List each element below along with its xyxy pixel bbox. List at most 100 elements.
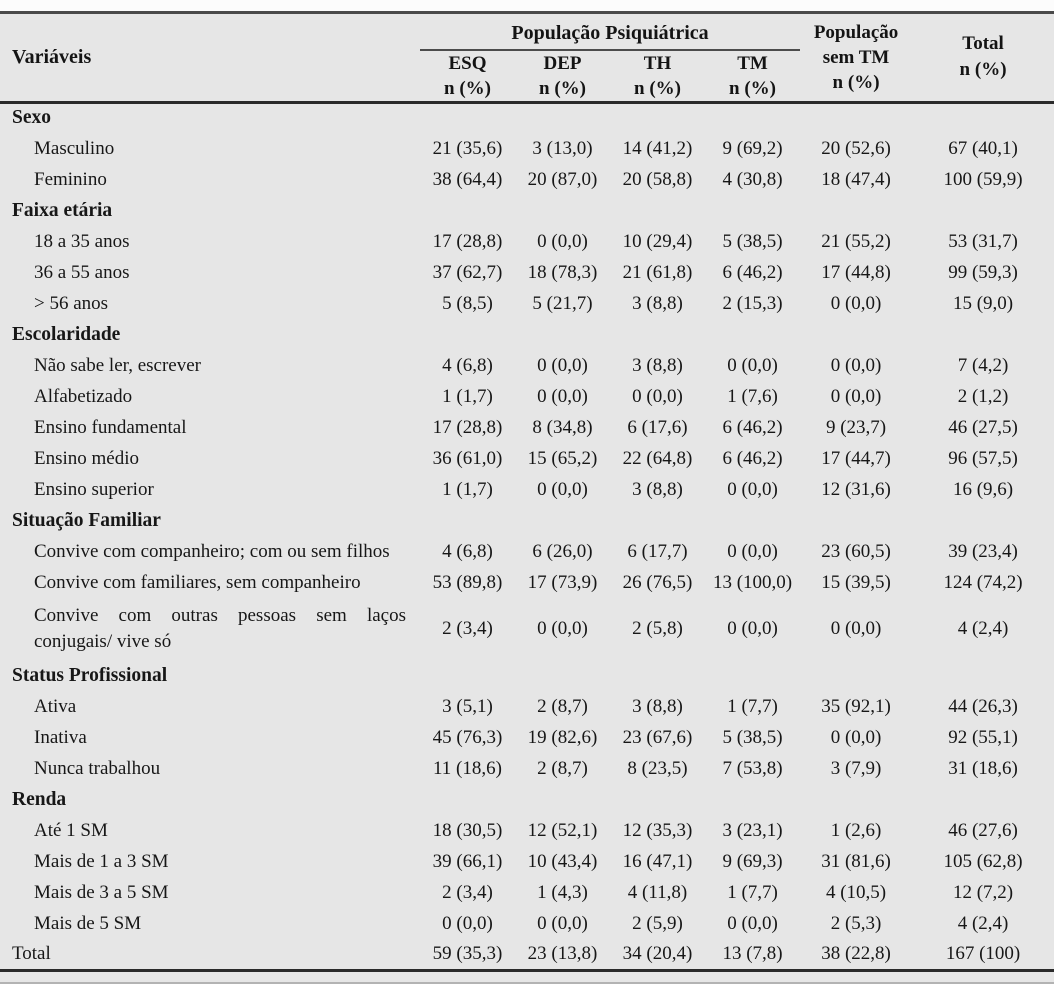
section-label: Sexo — [12, 107, 51, 129]
cell-value: 17 (44,7) — [821, 447, 891, 469]
cell-value: 39 (66,1) — [432, 850, 503, 872]
cell-value: 2 (5,8) — [632, 618, 683, 639]
row-label: Mais de 3 a 5 SM — [34, 881, 169, 903]
cell-value: 21 (35,6) — [432, 137, 503, 159]
cell-value: 35 (92,1) — [821, 695, 891, 717]
header-sem-tm-line2: sem TM — [822, 46, 890, 68]
cell-value: 4 (11,8) — [627, 881, 688, 903]
data-row: > 56 anos 5 (8,5) 5 (21,7) 3 (8,8) 2 (15,3) 0… — [0, 288, 1054, 319]
cell-value: 2 (8,7) — [537, 757, 588, 779]
cell-value: 12 (31,6) — [821, 478, 891, 500]
cell-value: 0 (0,0) — [727, 478, 778, 500]
cell-value: 105 (62,8) — [943, 850, 1023, 872]
cell-value: 6 (26,0) — [532, 540, 593, 562]
row-label: Convive com familiares, sem companheiro — [34, 571, 361, 593]
cell-value: 0 (0,0) — [830, 385, 882, 407]
section-label: Escolaridade — [12, 323, 121, 345]
header-sem-tm-line1: População — [813, 21, 899, 43]
cell-value: 3 (8,8) — [632, 478, 683, 500]
row-label: Ensino médio — [34, 447, 140, 469]
cell-value: 124 (74,2) — [943, 571, 1023, 593]
cell-value: 20 (87,0) — [527, 168, 598, 190]
data-row: Ensino fundamental 17 (28,8) 8 (34,8) 6 (17… — [0, 412, 1054, 443]
cell-value: 9 (69,2) — [722, 137, 783, 159]
row-label: > 56 anos — [34, 292, 109, 314]
cell-value: 12 (7,2) — [952, 881, 1014, 903]
data-row: Convive com familiares, sem companheiro 5… — [0, 567, 1054, 598]
section-label: Renda — [12, 788, 67, 810]
cell-value: 96 (57,5) — [948, 447, 1018, 469]
cell-value: 22 (64,8) — [622, 447, 693, 469]
section-label: Status Profissional — [12, 664, 168, 686]
cell-value: 16 (47,1) — [622, 850, 693, 872]
header-total-line2: n (%) — [959, 59, 1007, 81]
cell-value: 1 (1,7) — [442, 385, 493, 407]
cell-value: 21 (55,2) — [821, 230, 891, 252]
row-label: 18 a 35 anos — [34, 230, 130, 252]
cell-value: 44 (26,3) — [948, 695, 1018, 717]
data-row: Alfabetizado 1 (1,7) 0 (0,0) 0 (0,0) 1 (7,6)… — [0, 381, 1054, 412]
cell-value: 3 (23,1) — [722, 819, 783, 841]
cell-value: 167 (100) — [945, 942, 1021, 964]
cell-value: 6 (46,2) — [722, 261, 783, 283]
data-row: Nunca trabalhou 11 (18,6) 2 (8,7) 8 (23,5) 7… — [0, 753, 1054, 784]
bottom-gap — [0, 972, 1054, 982]
total-row: Total 59 (35,3) 23 (13,8) 34 (20,4) 13 (7,8)… — [0, 939, 1054, 970]
cell-value: 34 (20,4) — [622, 942, 693, 964]
header-populacao-psiquiatrica: População Psiquiátrica — [420, 12, 801, 51]
section-row: Sexo — [0, 102, 1054, 133]
cell-value: 2 (3,4) — [442, 618, 493, 639]
header-col-dep-sub: n (%) — [539, 77, 586, 99]
row-label: Ensino superior — [34, 478, 154, 500]
cell-value: 1 (2,6) — [830, 819, 882, 841]
cell-value: 0 (0,0) — [727, 618, 778, 639]
cell-value: 92 (55,1) — [948, 726, 1018, 748]
cell-value: 16 (9,6) — [952, 478, 1014, 500]
cell-value: 37 (62,7) — [432, 261, 503, 283]
section-row: Renda — [0, 784, 1054, 815]
cell-value: 8 (23,5) — [627, 757, 688, 779]
header-sem-tm-line3: n (%) — [832, 71, 880, 93]
cell-value: 39 (23,4) — [948, 540, 1018, 562]
cell-value: 6 (46,2) — [722, 447, 783, 469]
data-row: Não sabe ler, escrever 4 (6,8) 0 (0,0) 3 (8… — [0, 350, 1054, 381]
data-row: Ensino médio 36 (61,0) 15 (65,2) 22 (64,8) 6… — [0, 443, 1054, 474]
row-label: Inativa — [34, 726, 87, 748]
cell-value: 0 (0,0) — [727, 354, 778, 376]
section-row: Status Profissional — [0, 660, 1054, 691]
header-col-tm-name: TM — [737, 52, 768, 74]
cell-value: 4 (2,4) — [957, 618, 1009, 639]
row-label: Mais de 1 a 3 SM — [34, 850, 169, 872]
row-label: Convive com outras pessoas sem laços con… — [34, 605, 406, 652]
cell-value: 18 (78,3) — [527, 261, 598, 283]
cell-value: 17 (73,9) — [527, 571, 598, 593]
cell-value: 4 (6,8) — [442, 540, 493, 562]
cell-value: 15 (9,0) — [952, 292, 1014, 314]
cell-value: 19 (82,6) — [527, 726, 598, 748]
row-label: Ativa — [34, 695, 77, 717]
cell-value: 3 (8,8) — [632, 354, 683, 376]
cell-value: 46 (27,6) — [948, 819, 1018, 841]
cell-value: 0 (0,0) — [632, 385, 683, 407]
data-row: Convive com outras pessoas sem laços con… — [0, 598, 1054, 660]
data-row: Até 1 SM 18 (30,5) 12 (52,1) 12 (35,3) 3 (23… — [0, 815, 1054, 846]
header-col-th-sub: n (%) — [634, 77, 681, 99]
cell-value: 5 (38,5) — [722, 726, 783, 748]
cell-value: 15 (39,5) — [821, 571, 891, 593]
cell-value: 0 (0,0) — [537, 354, 588, 376]
cell-value: 10 (43,4) — [527, 850, 598, 872]
header-total-line1: Total — [962, 33, 1004, 55]
cell-value: 0 (0,0) — [830, 292, 882, 314]
top-margin — [0, 0, 1054, 11]
data-row: Inativa 45 (76,3) 19 (82,6) 23 (67,6) 5 (38,… — [0, 722, 1054, 753]
cell-value: 0 (0,0) — [537, 230, 588, 252]
section-row: Faixa etária — [0, 195, 1054, 226]
row-label: 36 a 55 anos — [34, 261, 130, 283]
cell-value: 0 (0,0) — [727, 540, 778, 562]
cell-value: 36 (61,0) — [432, 447, 503, 469]
cell-value: 2 (15,3) — [722, 292, 783, 314]
data-row: Mais de 1 a 3 SM 39 (66,1) 10 (43,4) 16 (47… — [0, 846, 1054, 877]
header-variaveis: Variáveis — [12, 45, 92, 68]
cell-value: 1 (7,6) — [727, 385, 778, 407]
cell-value: 6 (46,2) — [722, 416, 783, 438]
